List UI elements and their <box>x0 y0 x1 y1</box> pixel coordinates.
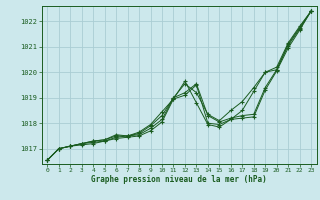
X-axis label: Graphe pression niveau de la mer (hPa): Graphe pression niveau de la mer (hPa) <box>91 175 267 184</box>
